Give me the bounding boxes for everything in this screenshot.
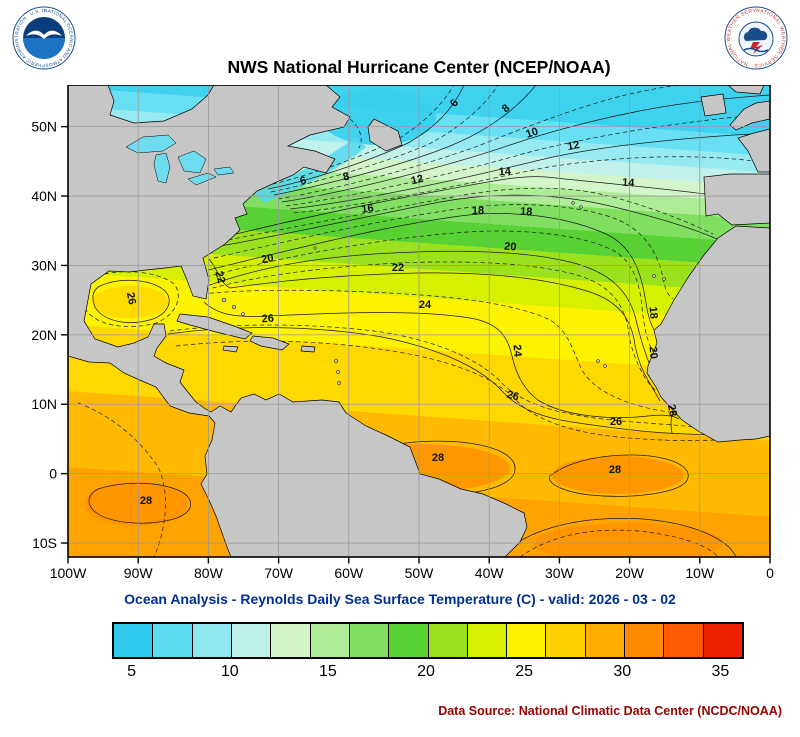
contour-label: 18 bbox=[520, 206, 533, 219]
contour-label: 24 bbox=[419, 299, 432, 311]
land-puerto-rico bbox=[300, 345, 316, 353]
land-africa bbox=[646, 225, 770, 443]
colorbar-tick-label: 15 bbox=[318, 663, 337, 680]
colorbar-cell bbox=[466, 624, 507, 657]
land-hispaniola bbox=[249, 335, 290, 351]
lon-tick-label: 60W bbox=[334, 565, 364, 581]
contour-label: 20 bbox=[504, 241, 517, 254]
lon-tick-label: 30W bbox=[545, 565, 575, 581]
contour-label: 28 bbox=[609, 464, 621, 476]
lat-tick-label: 0 bbox=[49, 466, 57, 482]
lon-tick-label: 20W bbox=[615, 565, 645, 581]
colorbar-cell bbox=[388, 624, 428, 657]
land-small-islands bbox=[221, 201, 666, 385]
colorbar-cell bbox=[152, 624, 192, 657]
lon-tick-label: 40W bbox=[475, 565, 505, 581]
colorbar-cell bbox=[506, 624, 546, 657]
land-ireland bbox=[700, 93, 727, 117]
lon-tick-label: 0 bbox=[766, 565, 774, 581]
colorbar-tick-label: 35 bbox=[711, 663, 730, 680]
lon-tick-label: 100W bbox=[50, 565, 87, 581]
land-france bbox=[737, 128, 770, 173]
land-great-britain bbox=[729, 100, 770, 131]
contour-label: 6 bbox=[299, 175, 308, 188]
contour-label: 26 bbox=[124, 291, 138, 305]
colorbar-cell bbox=[545, 624, 585, 657]
contour-label: 16 bbox=[361, 202, 375, 216]
contour-label: 24 bbox=[510, 344, 523, 358]
land-iberia bbox=[703, 173, 770, 226]
contour-label: 22 bbox=[213, 270, 228, 285]
map-graticule bbox=[68, 85, 770, 557]
nws-lightning-icon bbox=[750, 42, 763, 54]
noaa-logo: NATIONAL OCEANIC AND ATMOSPHERIC ADMINIS… bbox=[12, 6, 76, 70]
sst-contours-dashed bbox=[77, 85, 770, 557]
lat-tick-label: 10N bbox=[31, 396, 57, 412]
land-americas bbox=[68, 85, 528, 557]
lat-tick-label: 40N bbox=[31, 188, 57, 204]
contour-label: 28 bbox=[432, 452, 444, 464]
contour-label: 18 bbox=[472, 205, 484, 217]
lat-tick-label: 10S bbox=[32, 535, 57, 551]
lon-tick-label: 50W bbox=[405, 565, 435, 581]
nws-cloud-icon bbox=[743, 27, 768, 41]
temperature-colorbar bbox=[112, 622, 744, 659]
colorbar-cell bbox=[114, 624, 153, 657]
lon-tick-label: 10W bbox=[685, 565, 715, 581]
colorbar-tick-label: 25 bbox=[515, 663, 534, 680]
contour-label: 26 bbox=[261, 313, 274, 326]
colorbar-cell bbox=[624, 624, 664, 657]
colorbar-tick-label: 30 bbox=[613, 663, 632, 680]
contour-label: 6 bbox=[448, 97, 461, 109]
land-masses bbox=[68, 85, 770, 557]
lat-tick-label: 20N bbox=[31, 327, 57, 343]
colorbar-cell bbox=[663, 624, 703, 657]
contour-label: 20 bbox=[646, 346, 659, 359]
nws-logo: NATIONAL WEATHER SERVICE · NATIONAL WEAT… bbox=[724, 6, 788, 70]
contour-label: 22 bbox=[392, 262, 404, 274]
contour-label: 28 bbox=[665, 403, 679, 417]
colorbar-tick-label: 10 bbox=[220, 663, 239, 680]
contour-label: 20 bbox=[260, 252, 274, 266]
colorbar-cell bbox=[270, 624, 310, 657]
page-title: NWS National Hurricane Center (NCEP/NOAA… bbox=[227, 57, 611, 77]
contour-label: 12 bbox=[566, 139, 580, 153]
colorbar-cell bbox=[309, 624, 349, 657]
map-caption: Ocean Analysis - Reynolds Daily Sea Surf… bbox=[124, 591, 676, 607]
colorbar-cell bbox=[702, 624, 742, 657]
sst-contours-solid bbox=[88, 85, 770, 557]
contour-label: 8 bbox=[342, 171, 351, 184]
contour-label: 26 bbox=[505, 389, 520, 404]
contour-label: 18 bbox=[646, 306, 659, 319]
contour-label: 12 bbox=[410, 173, 425, 188]
contour-label: 28 bbox=[140, 495, 152, 507]
land-cuba bbox=[176, 313, 253, 340]
lat-tick-label: 50N bbox=[31, 119, 57, 135]
colorbar-tick-labels: 5 10 15 20 25 30 35 bbox=[112, 663, 740, 685]
nws-wave-icon bbox=[743, 47, 769, 53]
contour-label: 14 bbox=[622, 177, 636, 190]
lon-tick-label: 70W bbox=[264, 565, 294, 581]
lon-tick-label: 90W bbox=[124, 565, 154, 581]
contour-label: 14 bbox=[498, 166, 512, 179]
land-jamaica bbox=[222, 345, 239, 353]
noaa-emblem-sea bbox=[23, 38, 65, 59]
colorbar-cell bbox=[348, 624, 389, 657]
contour-label: 26 bbox=[610, 416, 622, 428]
colorbar-cell bbox=[230, 624, 271, 657]
colorbar-tick-label: 20 bbox=[417, 663, 435, 680]
lon-tick-label: 80W bbox=[194, 565, 224, 581]
axis-ticks-and-labels: 100W 90W 80W 70W 60W 50W 40W 30W 20W 10W 0 50N 40N 30… bbox=[31, 119, 774, 581]
data-source: Data Source: National Climatic Data Cent… bbox=[438, 704, 782, 718]
colorbar-cell bbox=[427, 624, 467, 657]
colorbar-cell bbox=[191, 624, 231, 657]
land-scotland bbox=[727, 85, 765, 95]
lat-tick-label: 30N bbox=[31, 257, 57, 273]
colorbar-tick-label: 5 bbox=[127, 663, 137, 680]
colorbar-cell bbox=[584, 624, 625, 657]
contour-label: 10 bbox=[524, 126, 539, 141]
noaa-seagull-icon bbox=[26, 30, 62, 39]
